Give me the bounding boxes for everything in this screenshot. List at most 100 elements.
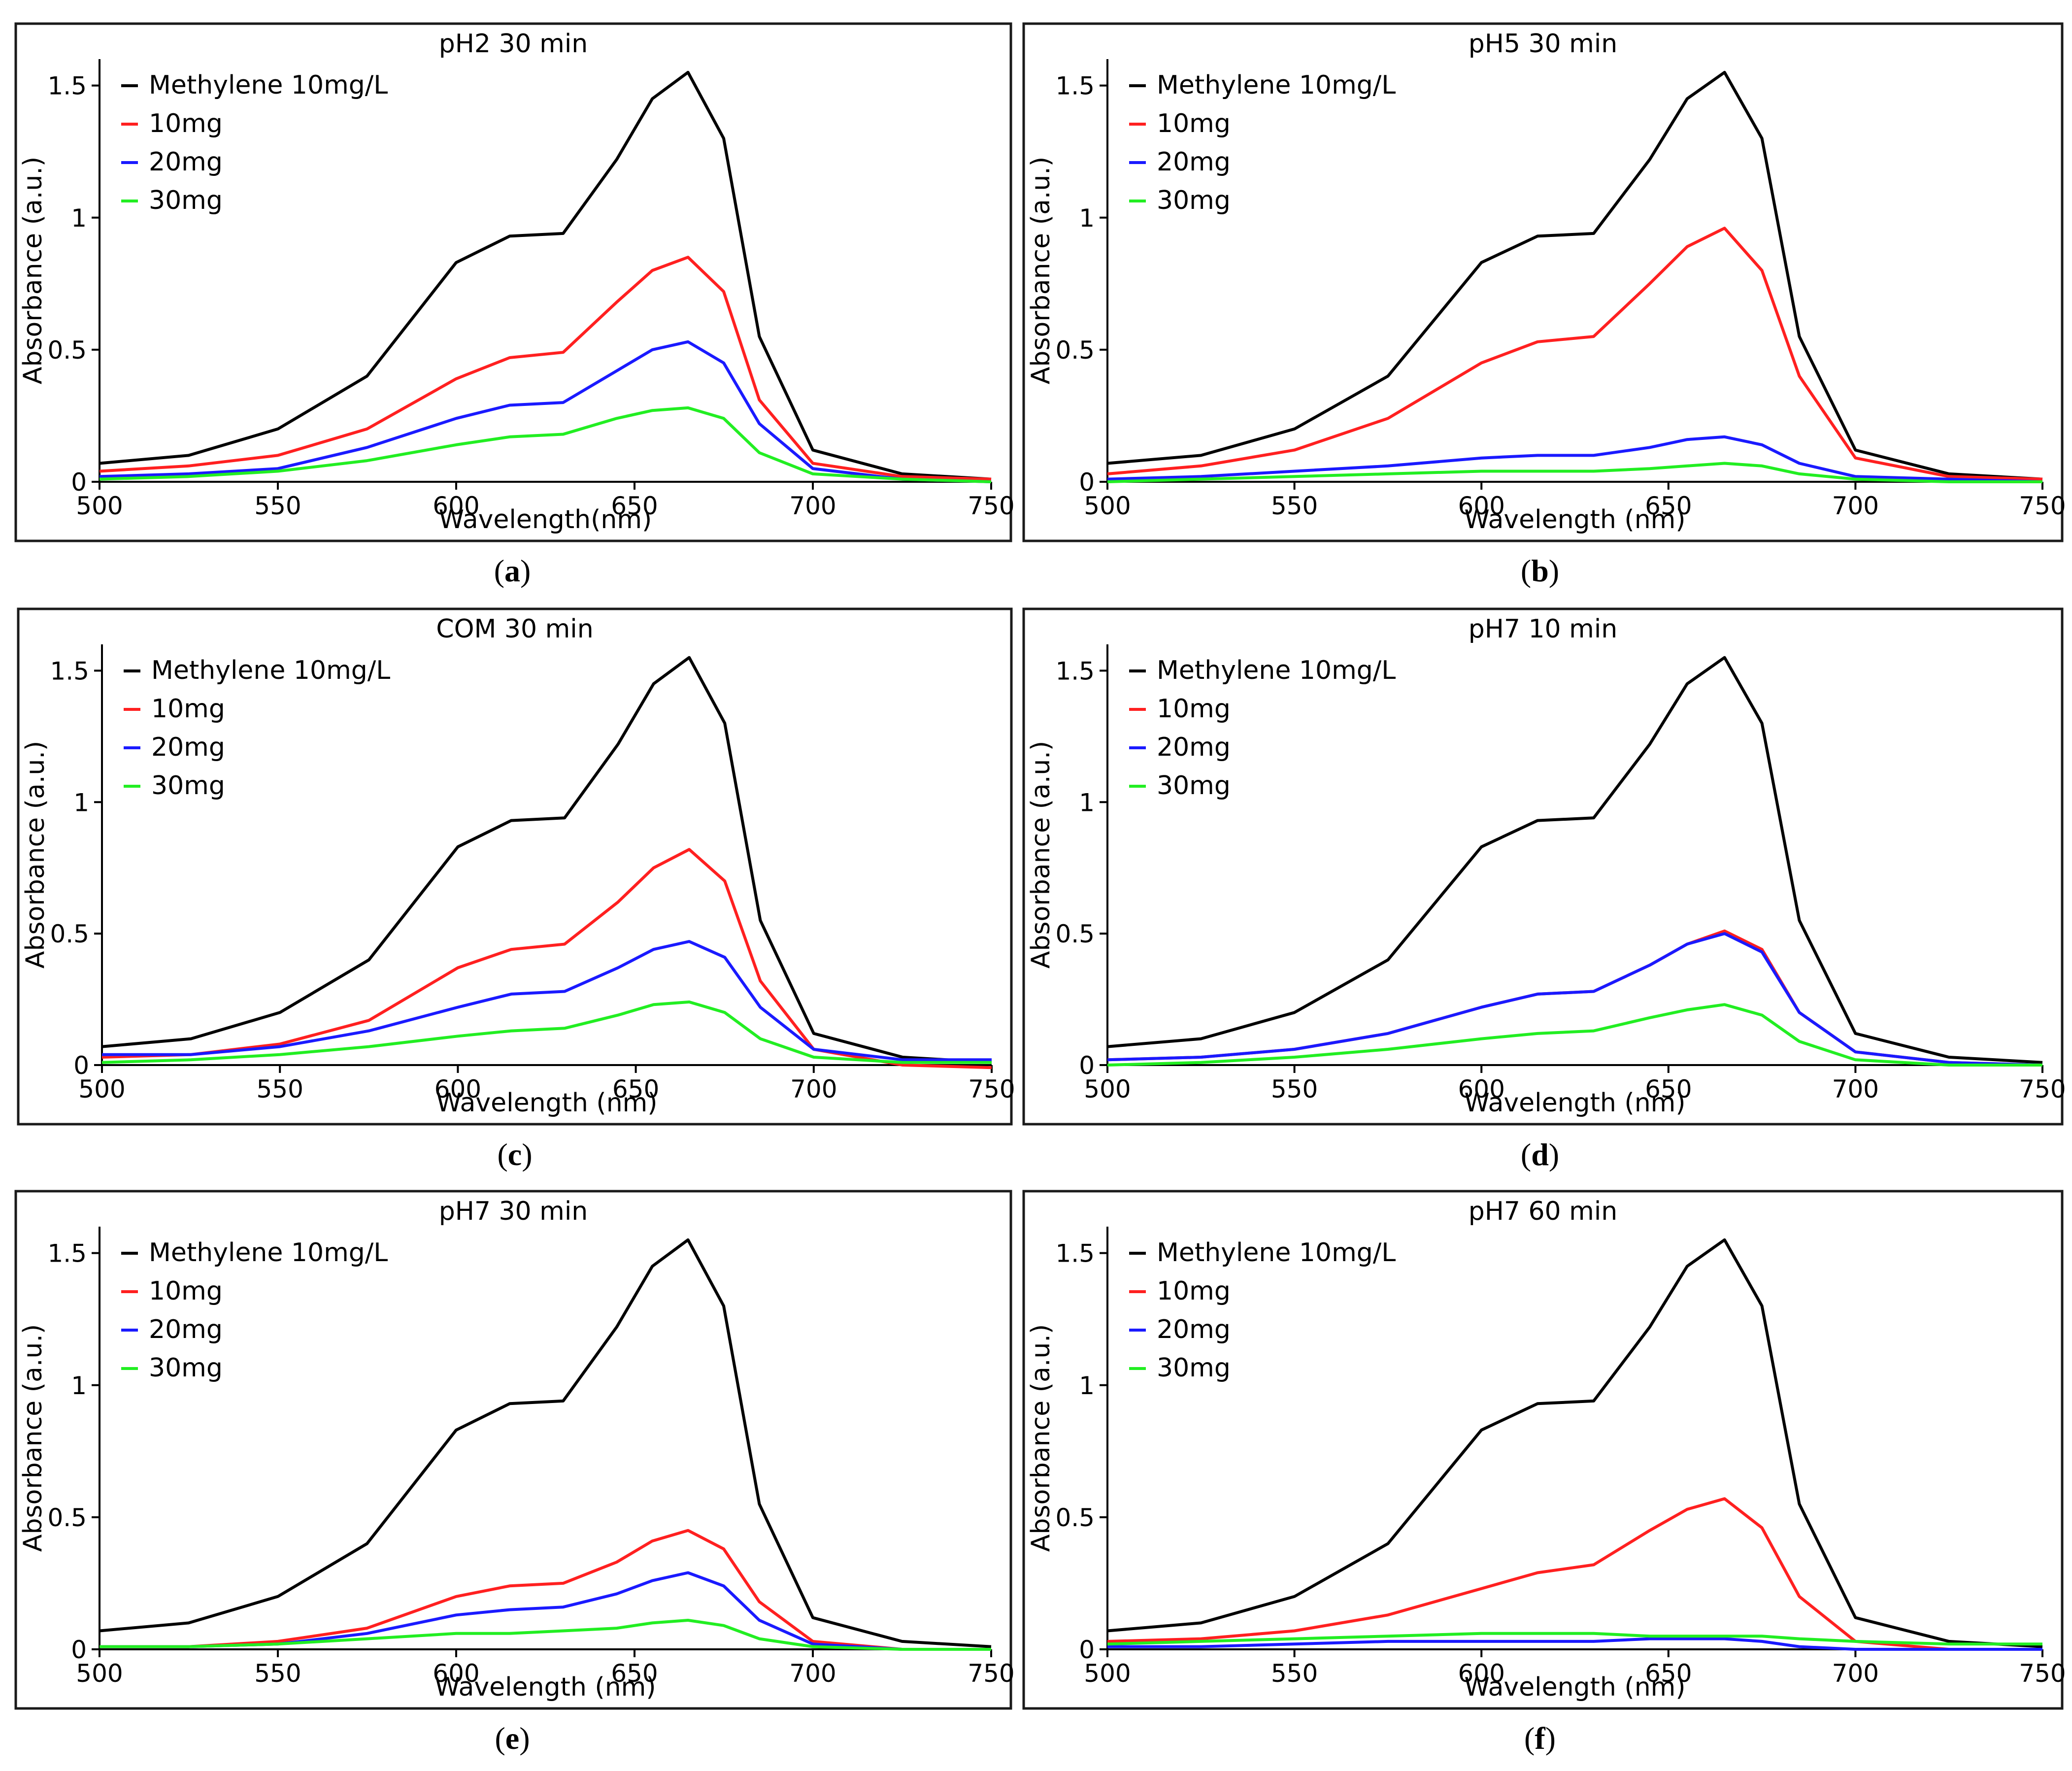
y-axis-label: Absorbance (a.u.) bbox=[18, 1324, 48, 1552]
x-tick-label: 700 bbox=[790, 1075, 837, 1103]
chart-panel-a: pH2 30 min 500 550 600 650 700 750 0 0.5 1 1.5 Wave… bbox=[14, 22, 1015, 542]
legend-label: 10mg bbox=[1157, 694, 1231, 724]
series-line bbox=[101, 848, 992, 1069]
chart-panel-b: pH5 30 min 500 550 600 650 700 750 0 0.5 1 1.5 Wave… bbox=[1022, 22, 2066, 542]
legend-label: 20mg bbox=[151, 733, 225, 762]
legend-label: Methylene 10mg/L bbox=[1157, 656, 1396, 685]
series-line bbox=[1107, 1003, 2042, 1067]
legend-label: 20mg bbox=[149, 147, 223, 177]
series-line bbox=[1107, 1632, 2042, 1646]
y-tick-label: 0 bbox=[1079, 1636, 1095, 1664]
y-tick-label: 0.5 bbox=[47, 336, 87, 365]
x-tick-label: 550 bbox=[1271, 1075, 1318, 1103]
y-tick-label: 0.5 bbox=[1055, 920, 1095, 948]
legend-label: 10mg bbox=[151, 694, 225, 724]
x-tick-label: 600 bbox=[434, 1075, 481, 1103]
x-tick-label: 550 bbox=[256, 1075, 303, 1103]
x-tick-label: 650 bbox=[1645, 1659, 1692, 1688]
y-tick-label: 0.5 bbox=[47, 1504, 87, 1532]
legend-label: 10mg bbox=[149, 109, 223, 138]
subfigure-label: (f) bbox=[1524, 1721, 1556, 1756]
y-tick-label: 0.5 bbox=[50, 920, 89, 948]
x-axis-label: Wavelength(nm) bbox=[439, 505, 652, 535]
subfigure-paren-close: ) bbox=[520, 553, 531, 588]
x-tick-label: 650 bbox=[612, 1075, 659, 1103]
subfigure-letter: f bbox=[1535, 1721, 1545, 1756]
subfigure-label: (c) bbox=[497, 1137, 532, 1172]
chart-panel-f: pH7 60 min 500 550 600 650 700 750 0 0.5 1 1.5 Wave… bbox=[1022, 1190, 2066, 1710]
legend-label: 10mg bbox=[1157, 109, 1231, 138]
chart-title: pH5 30 min bbox=[1469, 29, 1617, 59]
y-tick-label: 1 bbox=[71, 204, 87, 233]
legend-label: 30mg bbox=[1157, 771, 1231, 801]
x-tick-label: 650 bbox=[611, 1659, 658, 1688]
x-axis-label: Wavelength (nm) bbox=[436, 1088, 657, 1118]
chart-panel-e: pH7 30 min 500 550 600 650 700 750 0 0.5 1 1.5 Wave… bbox=[14, 1190, 1015, 1710]
legend-label: 30mg bbox=[149, 186, 223, 215]
subfigure-paren-close: ) bbox=[1545, 1721, 1556, 1756]
series-line bbox=[101, 656, 992, 1064]
legend-label: 20mg bbox=[149, 1315, 223, 1344]
subfigure-paren-close: ) bbox=[519, 1721, 530, 1756]
legend-label: 10mg bbox=[1157, 1276, 1231, 1306]
legend-label: Methylene 10mg/L bbox=[149, 70, 388, 100]
legend-label: Methylene 10mg/L bbox=[149, 1238, 388, 1268]
x-tick-label: 500 bbox=[78, 1075, 125, 1103]
y-tick-label: 0 bbox=[71, 468, 87, 497]
x-tick-label: 700 bbox=[1832, 1075, 1879, 1103]
series-line bbox=[1107, 1497, 2042, 1651]
subfigure-label: (a) bbox=[494, 553, 531, 588]
x-tick-label: 500 bbox=[1084, 492, 1131, 520]
subfigure-paren-open: ( bbox=[1521, 1137, 1531, 1172]
legend-label: 10mg bbox=[149, 1276, 223, 1306]
x-tick-label: 750 bbox=[2019, 492, 2066, 520]
x-tick-label: 500 bbox=[1084, 1075, 1131, 1103]
series-line bbox=[100, 1571, 991, 1651]
series-line bbox=[1107, 462, 2042, 483]
y-tick-label: 1.5 bbox=[1055, 1239, 1095, 1268]
series-line bbox=[1107, 656, 2043, 1064]
y-tick-label: 1 bbox=[1079, 1371, 1095, 1400]
subfigure-letter: e bbox=[505, 1721, 519, 1756]
series-line bbox=[99, 340, 992, 483]
subfigure-label: (d) bbox=[1521, 1137, 1559, 1172]
x-tick-label: 550 bbox=[1271, 492, 1318, 520]
x-tick-label: 500 bbox=[76, 1659, 123, 1688]
x-axis-label: Wavelength (nm) bbox=[1464, 1088, 1685, 1118]
chart-panel-c: COM 30 min 500 550 600 650 700 750 0 0.5 1 1.5 Wave… bbox=[17, 607, 1015, 1126]
x-axis-label: Wavelength (nm) bbox=[1464, 505, 1685, 535]
series-line bbox=[101, 1000, 992, 1064]
y-tick-label: 0 bbox=[1079, 468, 1095, 497]
chart-title: pH7 60 min bbox=[1469, 1197, 1617, 1226]
series-line bbox=[99, 70, 992, 481]
series-line bbox=[99, 1238, 992, 1648]
x-tick-label: 600 bbox=[1458, 1659, 1504, 1688]
subfigure-paren-close: ) bbox=[1549, 1137, 1559, 1172]
x-tick-label: 650 bbox=[1645, 492, 1692, 520]
x-tick-label: 600 bbox=[1458, 492, 1504, 520]
x-tick-label: 550 bbox=[1271, 1659, 1318, 1688]
subfigure-label: (b) bbox=[1521, 553, 1559, 588]
x-tick-label: 750 bbox=[968, 1659, 1014, 1688]
x-tick-label: 600 bbox=[433, 492, 479, 520]
chart-title: pH7 10 min bbox=[1469, 614, 1617, 644]
y-tick-label: 0 bbox=[73, 1051, 89, 1080]
subfigure-paren-open: ( bbox=[495, 1721, 505, 1756]
legend-label: 20mg bbox=[1157, 733, 1231, 762]
panel-frame bbox=[17, 607, 1013, 1126]
legend-label: Methylene 10mg/L bbox=[1157, 1238, 1396, 1268]
subfigure-paren-open: ( bbox=[1524, 1721, 1535, 1756]
chart-title: pH2 30 min bbox=[439, 29, 588, 59]
x-tick-label: 750 bbox=[968, 492, 1014, 520]
series-line bbox=[102, 940, 992, 1062]
x-tick-label: 700 bbox=[1832, 1659, 1879, 1688]
y-axis-label: Absorbance (a.u.) bbox=[21, 741, 50, 969]
subfigure-letter: c bbox=[508, 1137, 522, 1172]
series-line bbox=[1107, 1238, 2043, 1648]
x-tick-label: 700 bbox=[1832, 492, 1879, 520]
x-tick-label: 600 bbox=[1458, 1075, 1504, 1103]
chart-title: pH7 30 min bbox=[439, 1197, 588, 1226]
subfigure-letter: b bbox=[1531, 553, 1549, 588]
series-line bbox=[1107, 227, 2043, 481]
legend-label: 30mg bbox=[1157, 1353, 1231, 1383]
